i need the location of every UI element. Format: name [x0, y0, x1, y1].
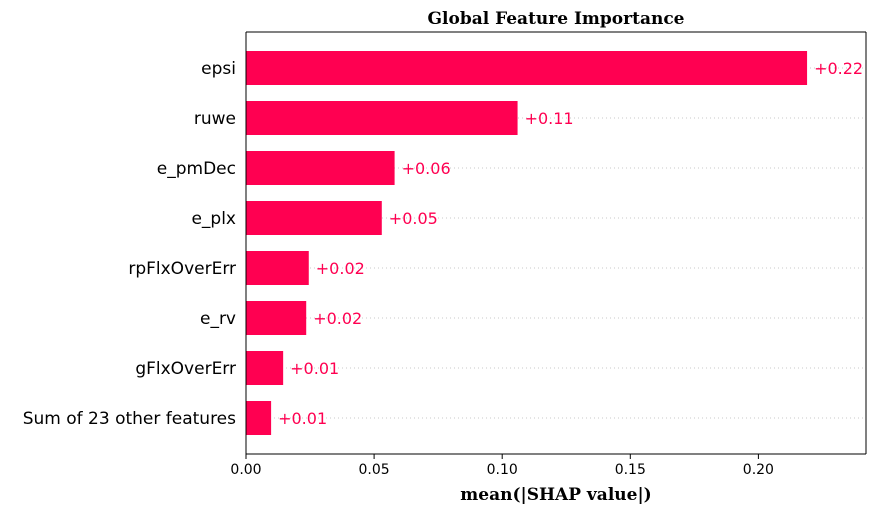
- category-label: e_pmDec: [157, 159, 236, 179]
- x-axis-label: mean(|SHAP value|): [460, 485, 651, 505]
- bar-value-label: +0.01: [278, 409, 327, 428]
- x-tick-label: 0.15: [615, 462, 646, 478]
- category-labels: epsi ruwe e_pmDec e_plx rpFlxOverErr e_rv gFlx…: [23, 59, 236, 429]
- x-tick-label: 0.00: [230, 462, 261, 478]
- x-tick-label: 0.05: [359, 462, 390, 478]
- bar-value-label: +0.02: [316, 259, 365, 278]
- bar-value-label: +0.06: [402, 159, 451, 178]
- bar: [246, 301, 307, 335]
- x-tick-label: 0.10: [487, 462, 518, 478]
- chart-title: Global Feature Importance: [428, 9, 685, 29]
- category-label: e_rv: [200, 309, 236, 329]
- bar: [246, 251, 309, 285]
- axes: [245, 31, 867, 455]
- bar-value-label: +0.05: [389, 209, 438, 228]
- bar-value-label: +0.01: [290, 359, 339, 378]
- category-label: ruwe: [194, 109, 236, 129]
- bar: [246, 351, 284, 385]
- category-label: Sum of 23 other features: [23, 409, 236, 429]
- bar-value-label: +0.02: [313, 309, 362, 328]
- x-tick-label: 0.20: [743, 462, 774, 478]
- bar: [246, 151, 395, 185]
- bar: [246, 201, 382, 235]
- category-label: e_plx: [191, 209, 236, 229]
- bars: [246, 51, 808, 435]
- category-label: epsi: [201, 59, 236, 79]
- bar-value-label: +0.11: [525, 109, 574, 128]
- x-ticks: 0.00 0.05 0.10 0.15 0.20: [230, 454, 774, 478]
- bar: [246, 101, 518, 135]
- value-labels: +0.22 +0.11 +0.06 +0.05 +0.02 +0.02 +0.01 +0.01: [278, 59, 863, 428]
- bar: [246, 51, 808, 85]
- bar: [246, 401, 272, 435]
- bar-value-label: +0.22: [814, 59, 863, 78]
- category-label: gFlxOverErr: [135, 359, 236, 379]
- category-label: rpFlxOverErr: [128, 259, 236, 279]
